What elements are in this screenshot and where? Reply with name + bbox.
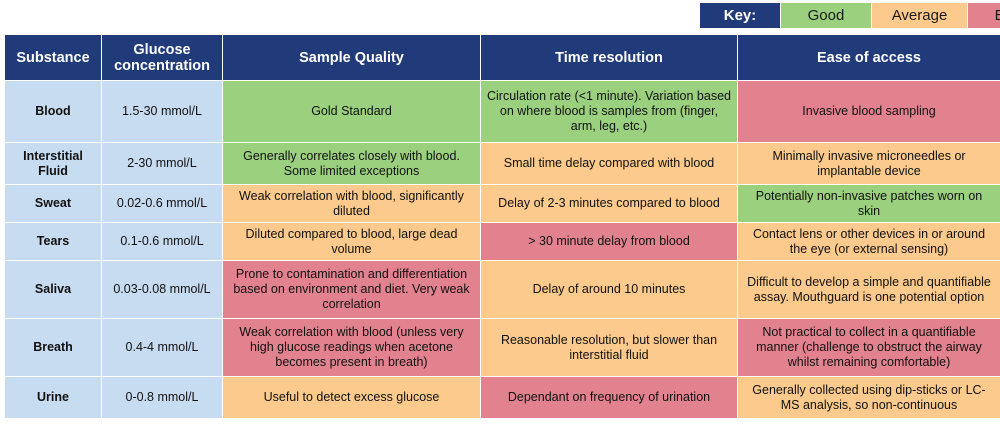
ease-of-access-cell: Generally collected using dip-sticks or … (737, 376, 1000, 419)
time-resolution-cell: Small time delay compared with blood (480, 142, 738, 185)
time-resolution-cell: Dependant on frequency of urination (480, 376, 738, 419)
substance-cell: Saliva (4, 260, 102, 319)
table-row: Urine 0-0.8 mmol/L Useful to detect excess… (4, 376, 1000, 419)
time-resolution-cell: Circulation rate (<1 minute). Variation … (480, 80, 738, 143)
key-average: Average (872, 3, 968, 28)
substance-cell: Blood (4, 80, 102, 143)
key-title: Key: (700, 3, 781, 28)
substance-cell: Urine (4, 376, 102, 419)
header-sample-quality: Sample Quality (222, 34, 481, 81)
substance-cell: Breath (4, 318, 102, 377)
concentration-cell: 0.1-0.6 mmol/L (101, 222, 223, 261)
legend-key: Key: Good Average Bad (700, 3, 1000, 28)
sample-quality-cell: Useful to detect excess glucose (222, 376, 481, 419)
time-resolution-cell: Reasonable resolution, but slower than i… (480, 318, 738, 377)
sample-quality-cell: Weak correlation with blood (unless very… (222, 318, 481, 377)
table-row: Blood 1.5-30 mmol/L Gold Standard Circulati… (4, 80, 1000, 143)
concentration-cell: 0.02-0.6 mmol/L (101, 184, 223, 223)
header-glucose-concentration: Glucose concentration (101, 34, 223, 81)
concentration-cell: 0.4-4 mmol/L (101, 318, 223, 377)
table-row: Tears 0.1-0.6 mmol/L Diluted compared to b… (4, 222, 1000, 261)
key-good: Good (781, 3, 872, 28)
ease-of-access-cell: Invasive blood sampling (737, 80, 1000, 143)
sample-quality-cell: Prone to contamination and differentiati… (222, 260, 481, 319)
ease-of-access-cell: Potentially non-invasive patches worn on… (737, 184, 1000, 223)
ease-of-access-cell: Contact lens or other devices in or arou… (737, 222, 1000, 261)
header-ease-of-access: Ease of access (737, 34, 1000, 81)
ease-of-access-cell: Difficult to develop a simple and quanti… (737, 260, 1000, 319)
sample-quality-cell: Generally correlates closely with blood.… (222, 142, 481, 185)
time-resolution-cell: Delay of 2-3 minutes compared to blood (480, 184, 738, 223)
key-bad: Bad (968, 3, 1000, 28)
concentration-cell: 0-0.8 mmol/L (101, 376, 223, 419)
glucose-comparison-table: Substance Glucose concentration Sample Q… (4, 34, 1000, 419)
concentration-cell: 0.03-0.08 mmol/L (101, 260, 223, 319)
header-substance: Substance (4, 34, 102, 81)
ease-of-access-cell: Not practical to collect in a quantifiab… (737, 318, 1000, 377)
table-row: Breath 0.4-4 mmol/L Weak correlation with … (4, 318, 1000, 377)
sample-quality-cell: Diluted compared to blood, large dead vo… (222, 222, 481, 261)
sample-quality-cell: Gold Standard (222, 80, 481, 143)
substance-cell: Interstitial Fluid (4, 142, 102, 185)
concentration-cell: 1.5-30 mmol/L (101, 80, 223, 143)
header-time-resolution: Time resolution (480, 34, 738, 81)
header-row: Substance Glucose concentration Sample Q… (4, 34, 1000, 81)
table-row: Interstitial Fluid 2-30 mmol/L Generally c… (4, 142, 1000, 185)
table-row: Sweat 0.02-0.6 mmol/L Weak correlation wit… (4, 184, 1000, 223)
time-resolution-cell: Delay of around 10 minutes (480, 260, 738, 319)
ease-of-access-cell: Minimally invasive microneedles or impla… (737, 142, 1000, 185)
time-resolution-cell: > 30 minute delay from blood (480, 222, 738, 261)
concentration-cell: 2-30 mmol/L (101, 142, 223, 185)
sample-quality-cell: Weak correlation with blood, significant… (222, 184, 481, 223)
table-row: Saliva 0.03-0.08 mmol/L Prone to contamina… (4, 260, 1000, 319)
substance-cell: Tears (4, 222, 102, 261)
substance-cell: Sweat (4, 184, 102, 223)
